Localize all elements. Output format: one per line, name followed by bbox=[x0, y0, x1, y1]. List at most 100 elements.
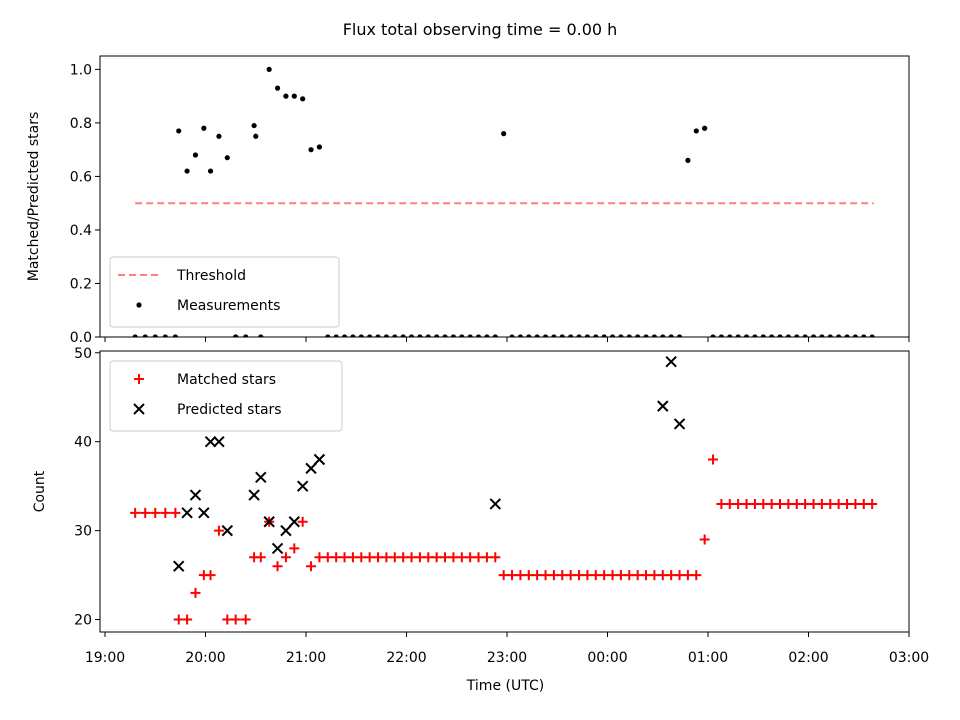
matched-point bbox=[356, 552, 367, 563]
matched-point bbox=[465, 552, 476, 563]
predicted-point bbox=[305, 462, 317, 475]
legend-label: Measurements bbox=[177, 298, 280, 314]
matched-point bbox=[733, 498, 744, 509]
matched-point bbox=[540, 570, 551, 581]
y-tick-label: 1.0 bbox=[70, 62, 92, 78]
matched-point bbox=[322, 552, 333, 563]
measurement-point bbox=[475, 334, 482, 337]
matched-point bbox=[289, 543, 300, 554]
measurement-point bbox=[367, 334, 373, 337]
predicted-point bbox=[204, 435, 217, 448]
y-tick-label: 0.0 bbox=[70, 330, 92, 346]
legend-matched-swatch bbox=[134, 374, 144, 384]
plot-area bbox=[130, 355, 878, 625]
matched-point bbox=[498, 570, 509, 581]
matched-point bbox=[456, 552, 467, 563]
measurement-point bbox=[201, 125, 207, 131]
matched-point bbox=[775, 498, 786, 509]
matched-point bbox=[364, 552, 375, 563]
legend-predicted-swatch bbox=[133, 403, 145, 415]
legend-label: Matched stars bbox=[177, 372, 276, 388]
measurement-point bbox=[251, 122, 257, 129]
predicted-point bbox=[296, 480, 309, 492]
measurement-point bbox=[300, 96, 306, 102]
measurement-point bbox=[626, 334, 632, 337]
x-tick-label: 23:00 bbox=[487, 650, 527, 666]
matched-point bbox=[682, 570, 693, 581]
matched-point bbox=[205, 570, 216, 581]
measurement-point bbox=[467, 334, 473, 337]
axes-frame bbox=[99, 350, 910, 633]
matched-point bbox=[548, 570, 559, 581]
measurement-point bbox=[192, 152, 199, 158]
y-tick-label: 20 bbox=[74, 613, 92, 629]
measurement-point bbox=[559, 334, 565, 337]
plot-area bbox=[132, 66, 875, 337]
measurement-point bbox=[802, 334, 808, 337]
measurement-point bbox=[668, 334, 674, 337]
matched-point bbox=[414, 552, 425, 563]
measurement-point bbox=[593, 334, 599, 337]
measurement-point bbox=[827, 334, 833, 337]
measurement-point bbox=[184, 168, 190, 174]
legend-box bbox=[109, 360, 343, 432]
matched-point bbox=[699, 534, 710, 545]
matched-point bbox=[791, 498, 802, 509]
predicted-point bbox=[673, 418, 686, 430]
matched-point bbox=[749, 498, 760, 509]
matched-point bbox=[130, 507, 141, 518]
matched-point bbox=[582, 570, 593, 581]
matched-point bbox=[398, 552, 409, 563]
measurement-point bbox=[660, 334, 666, 337]
matched-point bbox=[140, 507, 151, 518]
matched-point bbox=[783, 498, 794, 509]
matched-point bbox=[173, 614, 184, 625]
y-axis-label: Count bbox=[32, 470, 48, 512]
measurement-point bbox=[517, 334, 524, 337]
measurement-point bbox=[350, 334, 356, 337]
measurement-point bbox=[702, 125, 708, 131]
measurement-point bbox=[258, 334, 264, 337]
matched-point bbox=[565, 570, 576, 581]
measurement-point bbox=[392, 334, 398, 337]
matched-point bbox=[649, 570, 660, 581]
predicted-point bbox=[288, 516, 301, 528]
measurement-point bbox=[383, 334, 390, 337]
matched-point bbox=[423, 552, 434, 563]
matched-point bbox=[150, 507, 161, 518]
measurement-point bbox=[651, 334, 658, 337]
matched-point bbox=[490, 552, 501, 563]
measurement-point bbox=[224, 155, 230, 161]
measurement-point bbox=[450, 334, 457, 337]
matched-point bbox=[373, 552, 384, 563]
matched-point bbox=[473, 552, 484, 563]
matched-point bbox=[389, 552, 400, 563]
matched-point bbox=[833, 498, 844, 509]
matched-point bbox=[674, 570, 685, 581]
predicted-point bbox=[280, 524, 292, 537]
measurement-point bbox=[542, 334, 549, 337]
matched-point bbox=[182, 614, 193, 625]
measurement-point bbox=[459, 334, 465, 337]
x-tick-label: 00:00 bbox=[587, 650, 627, 666]
measurement-point bbox=[341, 334, 348, 337]
matched-point bbox=[724, 498, 735, 509]
measurement-point bbox=[243, 334, 249, 337]
measurement-point bbox=[484, 334, 490, 337]
measurement-point bbox=[718, 334, 725, 337]
matched-point bbox=[240, 614, 251, 625]
matched-point bbox=[607, 570, 618, 581]
measurement-point bbox=[291, 93, 297, 99]
measurement-point bbox=[710, 334, 716, 337]
measurement-point bbox=[266, 66, 272, 72]
measurement-point bbox=[162, 334, 168, 337]
top-panel: 0.0 0.2 0.4 0.6 0.8 1.0 Matched/Predicted star… bbox=[26, 55, 910, 346]
matched-point bbox=[481, 552, 492, 563]
axes-frame bbox=[99, 55, 910, 338]
y-tick-label: 40 bbox=[74, 435, 92, 451]
measurement-point bbox=[207, 168, 214, 174]
measurement-point bbox=[609, 334, 616, 337]
y-tick-label: 0.4 bbox=[70, 223, 92, 239]
measurement-point bbox=[274, 85, 281, 91]
x-tick-label: 19:00 bbox=[85, 650, 125, 666]
